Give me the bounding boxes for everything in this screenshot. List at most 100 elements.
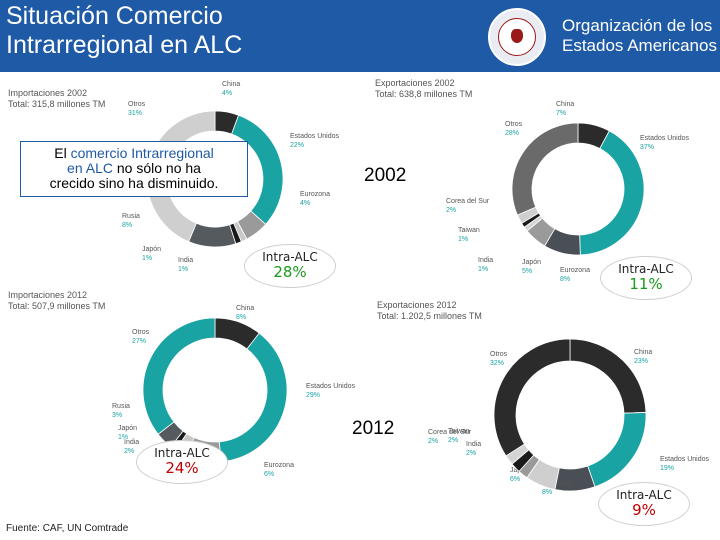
callout-line-1: El comercio Intrarregional xyxy=(27,146,241,161)
intra-badge-imports-2002: Intra-ALC 28% xyxy=(244,244,336,288)
chart-title: Importaciones 2012 xyxy=(8,290,87,300)
slice-value-label: 7% xyxy=(556,110,566,117)
slice-value-label: 27% xyxy=(132,338,146,345)
callout-prefix: El xyxy=(54,145,71,161)
slice-value-label: 2% xyxy=(448,437,458,444)
donut-slice-estados-unidos xyxy=(587,412,647,488)
slice-value-label: 6% xyxy=(264,471,274,478)
chart-subtitle: Total: 507,9 millones TM xyxy=(8,301,105,311)
seal-emblem xyxy=(498,18,536,56)
intra-badge-value: 11% xyxy=(629,275,663,293)
slice-label: China xyxy=(556,101,574,108)
slice-label: China xyxy=(222,81,240,88)
donut-slice-rusia xyxy=(188,222,237,248)
oas-seal-logo xyxy=(488,8,546,66)
source-note: Fuente: CAF, UN Comtrade xyxy=(6,523,129,534)
slice-label: Otros xyxy=(505,121,523,128)
slice-label: Taiwan xyxy=(458,227,480,234)
slice-value-label: 6% xyxy=(510,476,520,483)
slice-value-label: 37% xyxy=(640,144,654,151)
slice-label: Estados Unidos xyxy=(290,133,340,140)
slice-label: Rusia xyxy=(112,403,130,410)
slice-label: China xyxy=(236,305,254,312)
slice-value-label: 1% xyxy=(178,266,188,273)
slice-value-label: 29% xyxy=(306,392,320,399)
intra-badge-label: Intra-ALC xyxy=(154,446,210,460)
slice-label: Japón xyxy=(522,259,541,266)
slice-label: Rusia xyxy=(122,213,140,220)
slice-value-label: 32% xyxy=(490,360,504,367)
slice-value-label: 2% xyxy=(446,207,456,214)
slice-value-label: 4% xyxy=(300,200,310,207)
intra-badge-exports-2002: Intra-ALC 11% xyxy=(600,256,692,300)
slice-label: Estados Unidos xyxy=(640,135,690,142)
slice-value-label: 22% xyxy=(290,142,304,149)
slice-value-label: 31% xyxy=(128,110,142,117)
donut-slice-estados-unidos xyxy=(579,130,645,256)
chart-title: Exportaciones 2012 xyxy=(377,300,457,310)
intra-badge-imports-2012: Intra-ALC 24% xyxy=(136,440,228,484)
year-label-2012: 2012 xyxy=(352,418,395,439)
slice-value-label: 8% xyxy=(236,314,246,321)
chart-subtitle: Total: 638,8 millones TM xyxy=(375,89,472,99)
slice-label: Japón xyxy=(118,425,137,432)
year-label-2002: 2002 xyxy=(364,165,407,186)
org-name-line-1: Organización de los xyxy=(562,16,713,35)
donut-slice-eurozona xyxy=(554,465,596,492)
title-line-2: Intrarregional en ALC xyxy=(6,31,243,59)
slice-label: India xyxy=(478,257,493,264)
donut-slice-otros xyxy=(511,122,579,216)
slice-label: Eurozona xyxy=(560,267,590,274)
slice-label: Estados Unidos xyxy=(306,383,356,390)
donut-slice-otros xyxy=(142,317,216,435)
slice-value-label: 1% xyxy=(458,236,468,243)
slice-value-label: 8% xyxy=(542,489,552,496)
slice-label: Eurozona xyxy=(264,462,294,469)
slice-label: Otros xyxy=(132,329,150,336)
callout-suffix: no sólo no ha xyxy=(112,160,201,176)
slice-label: Eurozona xyxy=(300,191,330,198)
slice-label: Japón xyxy=(142,246,161,253)
slice-label: Estados Unidos xyxy=(660,456,710,463)
slice-label: India xyxy=(124,439,139,446)
slice-value-label: 1% xyxy=(142,255,152,262)
slice-value-label: 1% xyxy=(118,434,128,441)
slice-label: Taiwan xyxy=(448,428,470,435)
slice-value-label: 8% xyxy=(122,222,132,229)
slice-value-label: 2% xyxy=(466,450,476,457)
slice-value-label: 4% xyxy=(222,90,232,97)
slice-value-label: 8% xyxy=(560,276,570,283)
callout-line-3: crecido sino ha disminuido. xyxy=(49,175,219,191)
page-title: Situación Comercio Intrarregional en ALC xyxy=(6,2,242,60)
chart-subtitle: Total: 1.202,5 millones TM xyxy=(377,311,482,321)
intra-badge-label: Intra-ALC xyxy=(618,262,674,276)
donut-slice-estados-unidos xyxy=(218,332,288,463)
chart-title: Importaciones 2002 xyxy=(8,88,87,98)
slice-label: Otros xyxy=(490,351,508,358)
intra-badge-value: 24% xyxy=(165,459,199,477)
callout-box: El comercio Intrarregional en ALC no sól… xyxy=(20,141,248,197)
intra-badge-value: 9% xyxy=(632,501,656,519)
intra-badge-label: Intra-ALC xyxy=(262,250,318,264)
slice-label: India xyxy=(178,257,193,264)
slice-label: China xyxy=(634,349,652,356)
slice-value-label: 2% xyxy=(124,448,134,455)
intra-badge-label: Intra-ALC xyxy=(616,488,672,502)
seal-shield-icon xyxy=(511,29,523,43)
org-name-line-2: Estados Americanos xyxy=(562,36,717,55)
slice-value-label: 2% xyxy=(428,438,438,445)
callout-highlight-2: en ALC xyxy=(67,160,113,176)
intra-badge-exports-2012: Intra-ALC 9% xyxy=(598,482,690,526)
charts-area: Importaciones 2002 Total: 315,8 millones … xyxy=(0,72,720,540)
slice-value-label: 3% xyxy=(112,412,122,419)
donut-slice-otros xyxy=(493,338,571,457)
organization-name: Organización de los Estados Americanos xyxy=(562,16,717,56)
title-line-1: Situación Comercio xyxy=(6,2,223,30)
slice-value-label: 1% xyxy=(478,266,488,273)
chart-title: Exportaciones 2002 xyxy=(375,78,455,88)
slice-value-label: 5% xyxy=(522,268,532,275)
slice-value-label: 28% xyxy=(505,130,519,137)
